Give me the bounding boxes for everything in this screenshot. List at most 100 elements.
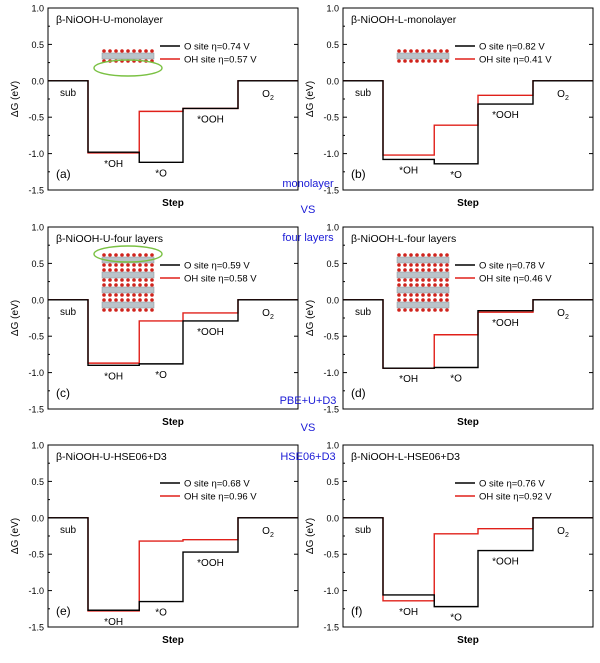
y-axis-label: ΔG (eV)	[10, 81, 21, 117]
y-tick-label: 1.0	[326, 223, 339, 233]
step-label: *OH	[399, 374, 418, 385]
y-tick-label: 0.0	[31, 76, 44, 86]
legend-label: O site η=0.76 V	[479, 479, 545, 490]
step-label: *O	[450, 170, 462, 181]
series-oh-site	[343, 299, 593, 369]
step-label: sub	[60, 307, 77, 318]
y-tick-label: 0.5	[31, 259, 44, 269]
y-tick-label: 1.0	[31, 4, 44, 14]
y-tick-label: -1.5	[28, 405, 44, 415]
structure-image	[93, 245, 163, 312]
label-pbe-u-d3: PBE+U+D3	[280, 395, 337, 407]
highlight-ellipse	[93, 59, 163, 77]
highlight-ellipse	[93, 245, 163, 263]
series-o-site	[343, 80, 593, 165]
panel-c: 1.0 0.5 0.0 -0.5 -1.0 -1.5 ΔG (eV) Step β-NiOOH-…	[10, 223, 299, 428]
series-o-site	[343, 299, 593, 369]
y-tick-label: 0.0	[31, 295, 44, 305]
y-tick-label: -0.5	[28, 332, 44, 342]
y-tick-label: -1.5	[323, 405, 339, 415]
structure-image	[396, 49, 450, 63]
legend-label: OH site η=0.41 V	[479, 55, 552, 66]
y-tick-label: 0.0	[326, 76, 339, 86]
x-axis-label: Step	[162, 417, 184, 428]
y-axis-label: ΔG (eV)	[305, 300, 316, 336]
step-label-o2: O2	[262, 89, 274, 102]
panel-title: β-NiOOH-U-monolayer	[56, 14, 163, 26]
step-label: *OH	[104, 371, 123, 382]
legend-label: O site η=0.68 V	[184, 479, 250, 490]
structure-image	[93, 49, 163, 77]
series-o-site	[48, 80, 298, 164]
label-four-layers: four layers	[282, 232, 334, 244]
y-tick-label: 0.0	[326, 513, 339, 523]
y-tick-label: 0.5	[31, 40, 44, 50]
legend-label: O site η=0.78 V	[479, 261, 545, 272]
series-o-site	[343, 517, 593, 608]
y-tick-label: 1.0	[326, 441, 339, 451]
y-tick-label: -1.0	[28, 149, 44, 159]
y-tick-label: 0.5	[31, 477, 44, 487]
panel-title: β-NiOOH-L-four layers	[351, 233, 456, 245]
step-label: sub	[355, 525, 372, 536]
panel-d: 1.0 0.5 0.0 -0.5 -1.0 -1.5 ΔG (eV) Step β-NiOOH-…	[305, 223, 594, 428]
panel-letter: (c)	[56, 386, 70, 400]
panel-a: 1.0 0.5 0.0 -0.5 -1.0 -1.5 ΔG (eV) Step β-NiOOH-…	[10, 4, 299, 209]
y-axis-label: ΔG (eV)	[10, 300, 21, 336]
series-oh-site	[343, 517, 593, 602]
y-tick-label: -0.5	[323, 113, 339, 123]
panel-f: 1.0 0.5 0.0 -0.5 -1.0 -1.5 ΔG (eV) Step β-NiOOH-…	[305, 441, 594, 646]
y-tick-label: -0.5	[28, 113, 44, 123]
y-tick-label: 0.0	[326, 295, 339, 305]
y-tick-label: -1.5	[28, 186, 44, 196]
panel-letter: (d)	[351, 386, 366, 400]
legend-label: O site η=0.74 V	[184, 42, 250, 53]
y-tick-label: -1.0	[28, 368, 44, 378]
center-labels: monolayer VS four layers PBE+U+D3 VS HSE…	[280, 178, 337, 463]
step-label: *OH	[104, 159, 123, 170]
y-tick-label: 0.0	[31, 513, 44, 523]
x-axis-label: Step	[457, 198, 479, 209]
x-axis-label: Step	[162, 635, 184, 646]
step-label-o2: O2	[557, 526, 569, 539]
step-label: *OH	[399, 607, 418, 618]
plot-frame	[342, 444, 594, 628]
step-label: *OOH	[197, 114, 224, 125]
plot-frame	[47, 444, 299, 628]
step-label-o2: O2	[557, 89, 569, 102]
y-axis-label: ΔG (eV)	[305, 518, 316, 554]
y-tick-label: -1.5	[28, 623, 44, 633]
y-tick-label: 0.5	[326, 259, 339, 269]
y-tick-label: 0.5	[326, 477, 339, 487]
step-label: *OOH	[197, 327, 224, 338]
y-tick-label: -0.5	[323, 550, 339, 560]
legend-label: OH site η=0.57 V	[184, 55, 257, 66]
y-axis-label: ΔG (eV)	[305, 81, 316, 117]
step-label: *OOH	[492, 318, 519, 329]
y-axis-label: ΔG (eV)	[10, 518, 21, 554]
y-tick-label: -1.0	[323, 149, 339, 159]
y-tick-label: 1.0	[326, 4, 339, 14]
step-label: *O	[450, 613, 462, 624]
x-axis-label: Step	[457, 635, 479, 646]
panel-b: 1.0 0.5 0.0 -0.5 -1.0 -1.5 ΔG (eV) Step β-NiOOH-…	[305, 4, 594, 209]
y-tick-label: -1.0	[323, 368, 339, 378]
panel-e: 1.0 0.5 0.0 -0.5 -1.0 -1.5 ΔG (eV) Step β-NiOOH-…	[10, 441, 299, 646]
series-o-site	[48, 517, 298, 611]
step-label: sub	[355, 307, 372, 318]
panel-title: β-NiOOH-L-monolayer	[351, 14, 457, 26]
series-o-site	[48, 299, 298, 367]
y-tick-label: -0.5	[28, 550, 44, 560]
series-oh-site	[48, 517, 298, 612]
step-label: *O	[155, 168, 167, 179]
series-oh-site	[48, 80, 298, 154]
label-vs-2: VS	[301, 422, 316, 434]
legend-label: O site η=0.59 V	[184, 261, 250, 272]
plot-frame	[47, 226, 299, 410]
panel-letter: (b)	[351, 167, 366, 181]
y-tick-label: -1.5	[323, 186, 339, 196]
y-tick-label: -1.5	[323, 623, 339, 633]
y-tick-label: 1.0	[31, 441, 44, 451]
step-label: sub	[60, 88, 77, 99]
panel-title: β-NiOOH-U-HSE06+D3	[56, 451, 167, 463]
